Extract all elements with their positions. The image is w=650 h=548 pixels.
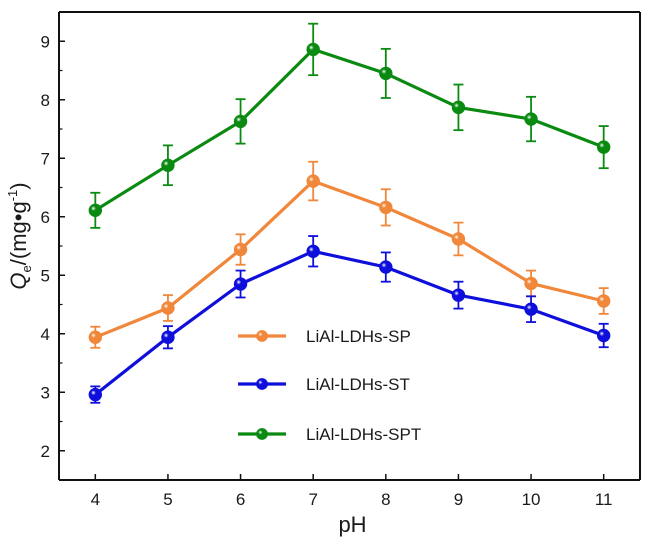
data-point [306,42,320,57]
y-tick-label: 3 [41,383,50,402]
series-lial-ldhs-spt [88,22,611,229]
x-axis: 4 5 6 7 8 9 10 11 [91,474,613,509]
y-axis: 2 3 4 5 6 7 8 9 [41,32,65,461]
data-point [233,277,248,291]
data-point [379,66,393,81]
data-point [379,260,393,274]
y-tick-label: 5 [41,266,50,285]
data-point [88,330,103,344]
x-tick-label: 8 [381,490,390,509]
data-point [88,387,103,402]
y-axis-title-sub: e [19,265,34,272]
data-point [161,330,175,344]
data-point [451,232,466,246]
legend-item: LiAl-LDHs-SPT [238,425,421,444]
y-axis-title-sup: -1 [5,190,20,202]
y-tick-label: 2 [41,442,50,461]
x-tick-label: 9 [454,490,463,509]
x-tick-label: 11 [595,490,613,509]
data-point [88,203,103,218]
plot-frame [58,11,641,481]
series-lial-ldhs-st [88,235,611,404]
x-tick-label: 7 [308,490,317,509]
data-point [379,200,393,215]
legend-label: LiAl-LDHs-SP [306,327,411,346]
legend-marker [256,330,268,342]
legend-label: LiAl-LDHs-ST [306,375,410,394]
legend-label: LiAl-LDHs-SPT [306,425,421,444]
data-point [524,276,538,291]
series-line [94,179,605,339]
data-point [596,140,611,154]
x-tick-label: 6 [236,490,245,509]
data-point [524,112,538,126]
series-lial-ldhs-sp [88,160,611,349]
data-point [524,302,538,316]
data-point [306,244,320,258]
y-tick-label: 7 [41,149,50,168]
legend-marker [256,378,268,390]
x-axis-title: pH [338,512,366,537]
y-tick-label: 8 [41,91,50,110]
data-point [161,301,175,315]
data-point [596,294,611,308]
legend-item: LiAl-LDHs-SP [238,327,411,346]
data-point [233,242,248,257]
series-line [94,47,605,212]
y-axis-title: Qe/(mg•g-1) [5,182,34,289]
y-tick-label: 4 [41,325,50,344]
legend-marker [256,428,268,440]
data-point [233,114,248,129]
x-tick-label: 10 [522,490,541,509]
data-point [451,288,466,302]
y-axis-title-close: ) [6,182,31,189]
data-point [306,174,320,188]
x-tick-label: 4 [91,490,100,509]
legend: LiAl-LDHs-SP LiAl-LDHs-ST LiAl-LDHs-SPT [238,327,421,444]
x-tick-label: 5 [163,490,172,509]
data-point [596,328,611,343]
y-tick-label: 6 [41,208,50,227]
legend-item: LiAl-LDHs-ST [238,375,410,394]
y-tick-label: 9 [41,32,50,51]
data-point [451,100,466,115]
series-layer [88,22,611,404]
y-axis-title-main: Q [6,272,31,289]
y-axis-title-unit: /(mg•g [6,201,31,265]
data-point [161,158,175,172]
series-line [94,249,605,396]
